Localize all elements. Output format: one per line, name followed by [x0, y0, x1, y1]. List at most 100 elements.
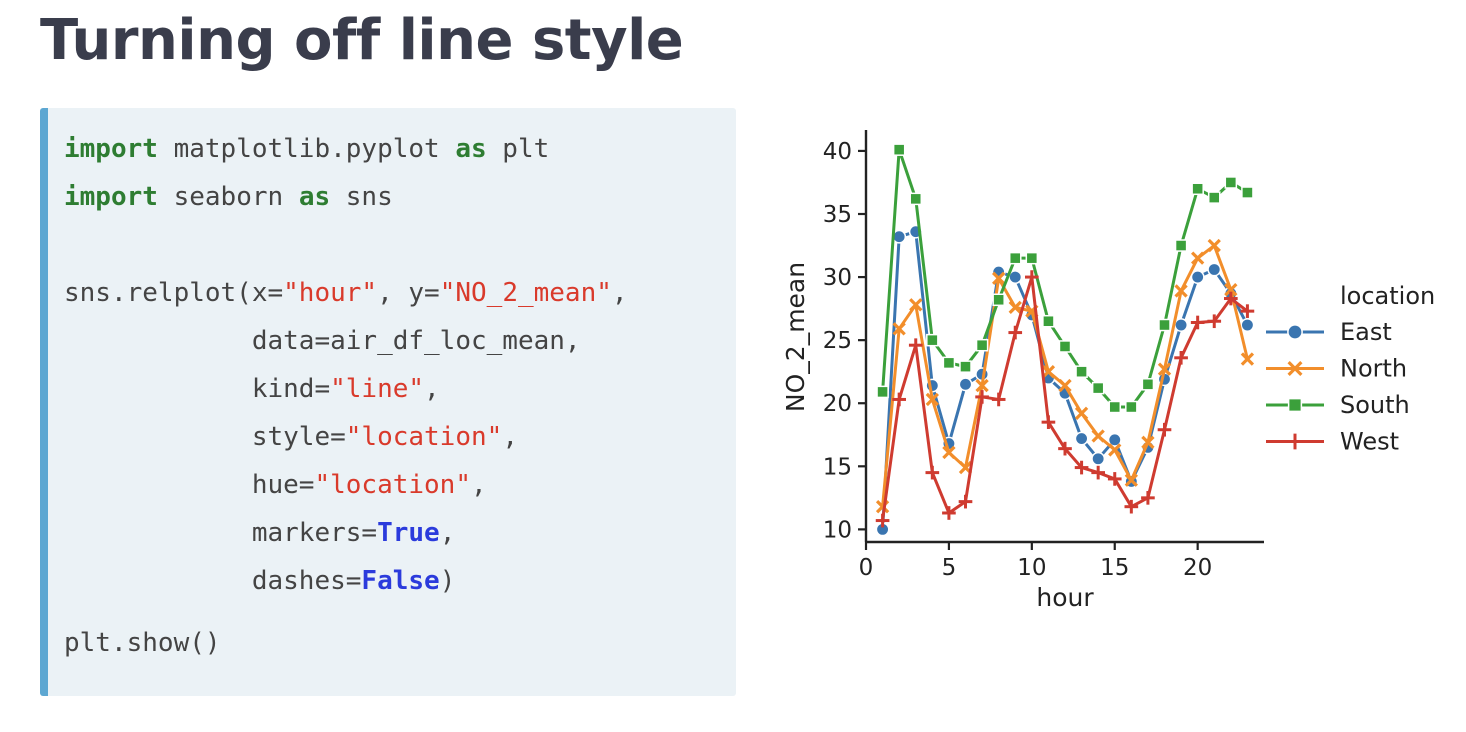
- code-string: "line": [330, 374, 425, 404]
- slide-title: Turning off line style: [40, 8, 684, 73]
- code-text: dashes=: [64, 566, 362, 596]
- legend-item-north: North: [1266, 355, 1407, 383]
- series-west: [875, 270, 1255, 528]
- code-boolean: False: [361, 566, 440, 596]
- code-text: ,: [424, 374, 440, 404]
- data-point-north: [1224, 283, 1238, 297]
- data-point-north: [942, 445, 956, 460]
- data-point-south: [1042, 314, 1055, 328]
- legend-item-west: West: [1266, 428, 1399, 456]
- y-axis-label: NO_2_mean: [781, 262, 810, 412]
- data-point-north-stroke: [1058, 378, 1072, 393]
- data-point-west: [1224, 291, 1238, 306]
- data-point-north-stroke: [1091, 429, 1105, 443]
- data-point-north-stroke: [1074, 406, 1089, 420]
- code-line-9: markers=True,: [64, 518, 456, 548]
- data-point-north-stroke: [1041, 365, 1056, 379]
- code-text: sns.relplot(x=: [64, 278, 284, 308]
- legend-marker-south: [1287, 397, 1303, 413]
- data-point-south: [1108, 400, 1122, 414]
- code-line-12: plt.show(): [64, 628, 221, 658]
- y-tick-label: 10: [823, 517, 852, 543]
- data-point-north-stroke: [1174, 284, 1188, 298]
- data-point-south: [909, 192, 923, 206]
- code-line-1: import matplotlib.pyplot as plt: [64, 134, 549, 164]
- data-point-south: [892, 143, 906, 156]
- data-point-north: [1191, 251, 1205, 265]
- data-point-east: [1174, 318, 1189, 332]
- data-point-west: [892, 392, 906, 407]
- data-point-south: [1174, 239, 1188, 252]
- data-point-north: [909, 298, 923, 312]
- data-point-north: [1058, 378, 1072, 393]
- legend-label-north: North: [1340, 355, 1407, 383]
- data-point-west: [1190, 315, 1205, 330]
- data-point-north: [1008, 300, 1022, 315]
- data-point-west: [908, 338, 923, 353]
- data-point-north: [1174, 284, 1188, 298]
- data-point-north-stroke: [1207, 238, 1221, 253]
- data-point-north: [1157, 362, 1172, 376]
- data-point-west: [942, 506, 956, 520]
- code-keyword: import: [64, 182, 158, 212]
- data-point-north-stroke: [975, 378, 989, 393]
- data-point-north-stroke: [1108, 443, 1122, 457]
- y-tick-label: 30: [823, 265, 852, 291]
- code-text: plt.show(): [64, 628, 221, 658]
- code-text: ,: [471, 470, 487, 500]
- legend-item-east: East: [1266, 318, 1392, 346]
- code-text: plt: [486, 134, 550, 164]
- code-text: ,: [502, 422, 518, 452]
- data-point-west: [1207, 314, 1222, 329]
- data-point-west: [1074, 460, 1089, 475]
- code-text: hue=: [64, 470, 315, 500]
- code-text: ,: [611, 278, 628, 308]
- data-point-south: [1158, 318, 1171, 332]
- series-south: [876, 143, 1254, 414]
- x-tick-label: 20: [1183, 555, 1212, 581]
- code-line-10: dashes=False): [64, 566, 456, 596]
- data-point-north: [1108, 443, 1122, 457]
- data-point-east: [1074, 431, 1089, 446]
- code-line-8: hue="location",: [64, 470, 487, 500]
- data-point-south: [1191, 182, 1204, 196]
- data-point-west: [1157, 422, 1172, 437]
- y-tick-label: 20: [823, 391, 852, 417]
- data-point-north: [992, 271, 1006, 285]
- data-point-south: [1141, 378, 1155, 391]
- legend-marker-north: [1287, 360, 1303, 377]
- data-point-south: [992, 293, 1005, 307]
- code-boolean: True: [377, 518, 440, 548]
- x-axis-label: hour: [1036, 583, 1094, 612]
- data-point-north: [975, 378, 989, 393]
- x-tick-label: 10: [1017, 555, 1046, 581]
- code-line-7: style="location",: [64, 422, 518, 452]
- code-text: style=: [64, 422, 346, 452]
- data-point-east: [958, 377, 973, 392]
- data-point-north: [1124, 473, 1138, 487]
- code-string: "hour": [283, 278, 378, 308]
- data-point-north: [1074, 406, 1089, 420]
- data-point-north-stroke: [1008, 300, 1022, 315]
- code-keyword: import: [64, 134, 158, 164]
- data-point-north-stroke: [909, 298, 923, 312]
- data-point-north-stroke: [1191, 251, 1205, 265]
- data-point-south: [975, 338, 989, 352]
- code-text: data=air_df_loc_mean,: [64, 326, 581, 356]
- code-text: ): [439, 566, 456, 596]
- data-point-south: [1008, 251, 1022, 265]
- data-point-south: [876, 385, 889, 399]
- code-text: matplotlib.pyplot: [157, 134, 456, 164]
- data-point-south: [1224, 176, 1238, 189]
- series-north: [875, 238, 1255, 514]
- x-tick-label: 0: [859, 555, 874, 581]
- code-text: kind=: [64, 374, 331, 404]
- data-point-north: [1207, 238, 1221, 253]
- data-point-west: [1124, 499, 1139, 514]
- data-point-north: [1141, 435, 1155, 449]
- data-point-north-stroke: [1157, 362, 1172, 376]
- data-point-north-stroke: [958, 460, 973, 475]
- data-point-north: [1240, 352, 1255, 366]
- data-point-west: [1091, 465, 1105, 480]
- data-point-west: [1025, 270, 1039, 284]
